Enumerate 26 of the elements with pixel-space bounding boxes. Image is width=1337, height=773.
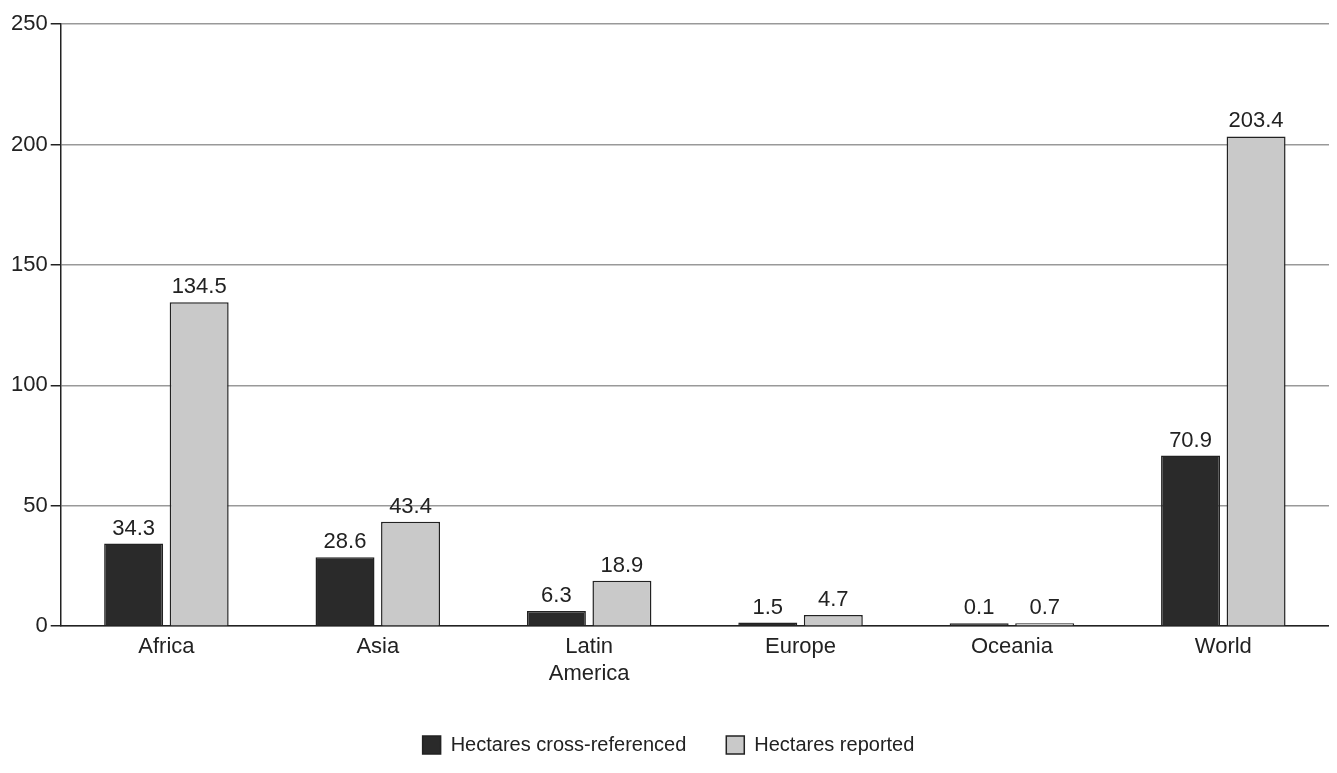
data-label: 203.4 <box>1228 107 1284 133</box>
data-label: 6.3 <box>541 582 572 608</box>
y-tick-label: 250 <box>10 10 48 36</box>
data-label: 28.6 <box>323 528 367 554</box>
data-label: 1.5 <box>752 593 784 619</box>
data-label: 34.3 <box>112 514 156 540</box>
x-tick-label: Oceania <box>970 633 1054 659</box>
data-label: 134.5 <box>171 273 227 299</box>
data-label: 4.7 <box>818 585 849 611</box>
y-tick-label: 50 <box>23 491 48 517</box>
data-label: 18.9 <box>600 551 644 577</box>
y-tick-label: 150 <box>10 251 48 277</box>
y-tick-label: 0 <box>35 612 48 638</box>
y-tick-label: 200 <box>10 130 48 156</box>
y-tick-label: 100 <box>10 371 48 397</box>
x-tick-label: Asia <box>356 633 400 659</box>
data-label: 70.9 <box>1169 426 1212 452</box>
data-label: 0.1 <box>963 594 995 620</box>
data-label: 43.4 <box>389 492 432 518</box>
x-tick-label: Latin America <box>548 633 631 685</box>
x-tick-label: Africa <box>138 633 196 659</box>
legend-label: Hectares cross-referenced <box>450 732 687 755</box>
x-tick-label: Europe <box>765 633 837 659</box>
x-tick-label: World <box>1194 633 1252 659</box>
data-label: 0.7 <box>1029 594 1060 620</box>
legend-label: Hectares reported <box>754 732 915 755</box>
